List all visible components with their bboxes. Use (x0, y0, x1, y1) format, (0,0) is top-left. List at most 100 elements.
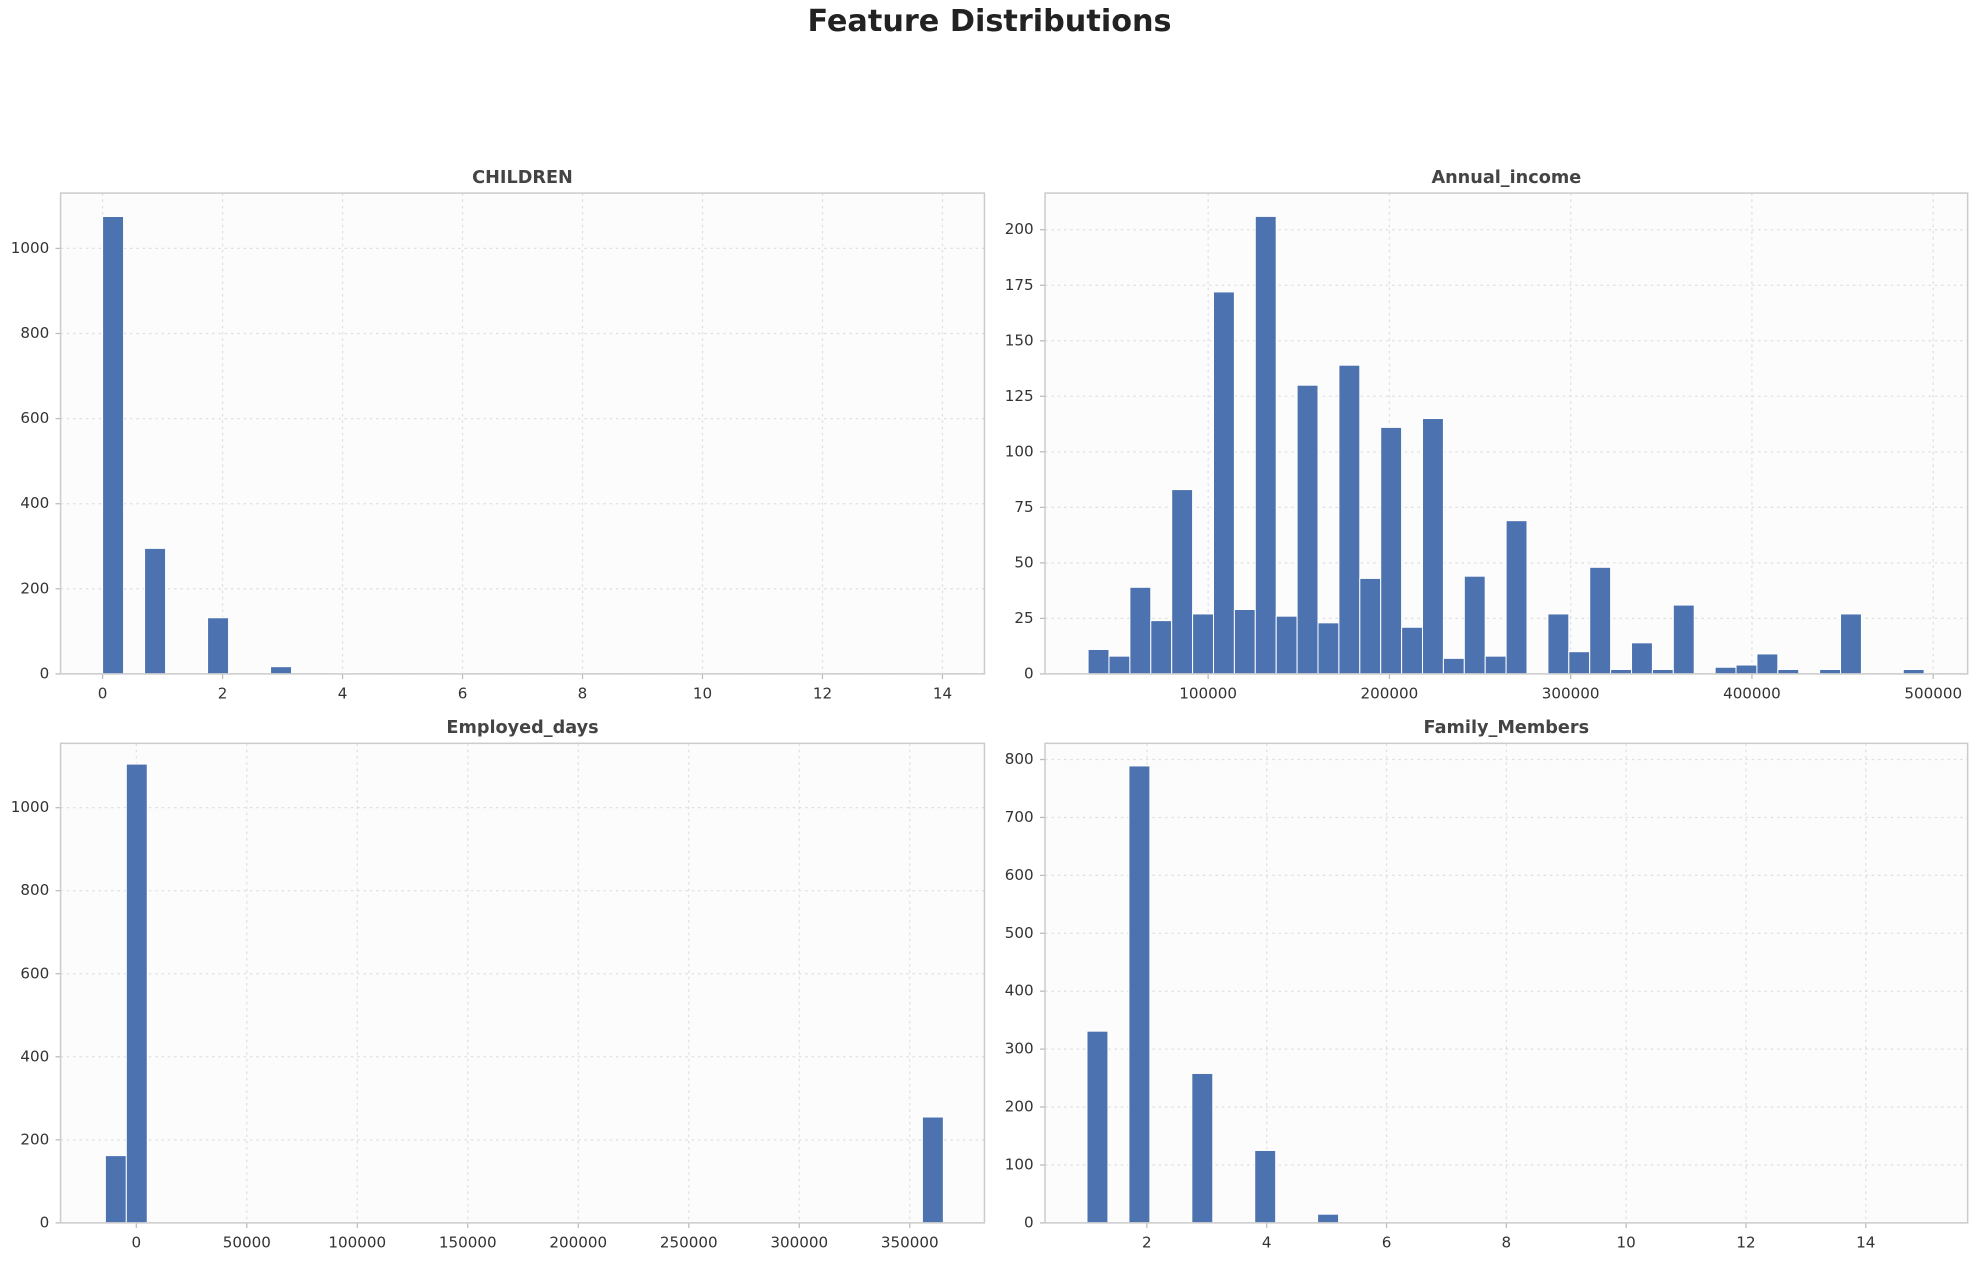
bar (1547, 613, 1570, 675)
bar (270, 666, 293, 675)
bar (1442, 657, 1465, 675)
y-tick-label: 200 (20, 1130, 49, 1148)
subplot-title: Employed_days (446, 718, 598, 738)
bar (1192, 613, 1214, 675)
x-tick-label: 50000 (223, 1234, 271, 1252)
bar (104, 1155, 127, 1224)
bar (1422, 418, 1444, 675)
bar (207, 617, 230, 675)
x-tick-label: 6 (458, 685, 468, 703)
x-tick-label: 150000 (439, 1234, 497, 1252)
y-tick-label: 600 (20, 409, 49, 427)
x-tick-label: 8 (1502, 1234, 1512, 1252)
plot-frame (1044, 742, 1969, 1224)
x-tick-label: 14 (933, 685, 952, 703)
y-tick-label: 600 (20, 964, 49, 982)
subplot: Employed_days 0 50000 100000 150000 200000 250… (11, 718, 986, 1252)
x-tick-label: 6 (1382, 1234, 1392, 1252)
x-tick-label: 12 (1736, 1234, 1755, 1252)
bar (1275, 615, 1298, 675)
x-tick-label: 12 (813, 685, 832, 703)
bar (125, 763, 148, 1224)
x-tick-label: 250000 (660, 1234, 718, 1252)
x-tick-label: 2 (218, 685, 228, 703)
subplot-title: CHILDREN (472, 168, 573, 188)
bar (1380, 426, 1403, 675)
x-tick-label: 200000 (549, 1234, 607, 1252)
subplot: Family_Members 2 4 6 8 10 12 14 0 100 200 300 400 500… (1005, 718, 1969, 1252)
y-tick-label: 200 (1005, 220, 1034, 238)
y-tick-label: 50 (1014, 553, 1033, 571)
y-tick-label: 400 (20, 1047, 49, 1065)
y-tick-label: 150 (1005, 331, 1034, 349)
y-tick-label: 800 (20, 324, 49, 342)
x-tick-label: 200000 (1361, 685, 1419, 703)
y-tick-label: 175 (1005, 276, 1034, 294)
x-tick-label: 10 (1617, 1234, 1636, 1252)
bar (1254, 215, 1277, 675)
bar (1589, 566, 1612, 675)
y-tick-label: 0 (1024, 1213, 1034, 1231)
bar (1484, 655, 1507, 675)
y-tick-label: 75 (1014, 498, 1033, 516)
bar (1359, 577, 1382, 675)
bar (1191, 1072, 1214, 1224)
y-tick-label: 500 (1005, 924, 1034, 942)
figure-title: Feature Distributions (807, 4, 1171, 39)
bar (1672, 604, 1695, 675)
y-tick-label: 0 (40, 664, 50, 682)
y-tick-label: 1000 (11, 798, 50, 816)
x-tick-label: 100000 (328, 1234, 386, 1252)
bar (1171, 489, 1194, 675)
plot-area (60, 743, 985, 1223)
bar (1128, 765, 1151, 1224)
plot-frame (59, 192, 986, 675)
x-tick-label: 4 (338, 685, 348, 703)
bar (1401, 626, 1424, 675)
bar (1087, 648, 1110, 675)
x-tick-label: 2 (1142, 1234, 1152, 1252)
y-tick-label: 200 (1005, 1098, 1034, 1116)
y-tick-label: 600 (1005, 866, 1034, 884)
subplot: CHILDREN 0 2 4 6 8 10 12 14 0 200 400 600 800 1000 (11, 168, 986, 703)
bar (1840, 613, 1862, 675)
y-tick-label: 125 (1005, 387, 1034, 405)
bar (1212, 291, 1235, 675)
x-tick-label: 400000 (1723, 685, 1781, 703)
plot-area (60, 193, 985, 674)
subplot: Annual_income 100000 200000 300000 400000 50 0… (1005, 168, 1969, 703)
y-tick-label: 800 (1005, 750, 1034, 768)
y-tick-label: 0 (40, 1213, 50, 1231)
y-tick-label: 200 (20, 579, 49, 597)
bar (1296, 384, 1319, 675)
bar (1505, 520, 1528, 675)
x-tick-label: 100000 (1179, 685, 1237, 703)
y-tick-label: 100 (1005, 1155, 1034, 1173)
bar (1631, 642, 1653, 675)
subplot-title: Family_Members (1424, 718, 1590, 738)
y-tick-label: 800 (20, 881, 49, 899)
x-tick-label: 8 (578, 685, 588, 703)
bar (1108, 655, 1131, 675)
bar (1568, 651, 1591, 675)
bar (1150, 620, 1173, 675)
bar (1317, 1213, 1340, 1224)
x-tick-label: 14 (1856, 1234, 1875, 1252)
subplot-title: Annual_income (1431, 168, 1581, 188)
bar (1756, 653, 1779, 675)
x-tick-label: 0 (132, 1234, 142, 1252)
bar (102, 215, 125, 675)
y-tick-label: 0 (1024, 664, 1034, 682)
bar (1233, 608, 1256, 675)
bar (144, 547, 167, 675)
x-tick-label: 300000 (1542, 685, 1600, 703)
y-tick-label: 300 (1005, 1040, 1034, 1058)
x-tick-label: 0 (98, 685, 108, 703)
bar (1086, 1030, 1109, 1224)
y-tick-label: 700 (1005, 808, 1034, 826)
x-tick-label: 4 (1262, 1234, 1272, 1252)
bar (921, 1116, 944, 1224)
bar (1735, 664, 1758, 675)
bar (1254, 1149, 1277, 1224)
